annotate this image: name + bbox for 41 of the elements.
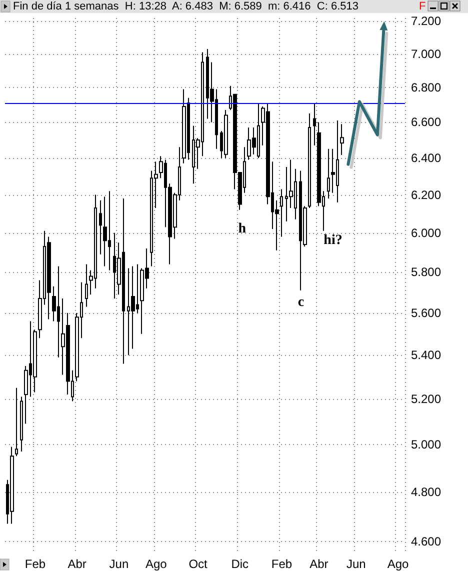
y-tick-label: 6.200 (411, 188, 442, 202)
chart-title: Fin de día 1 semanas H: 13:28 A: 6.483 M: 6.589 m: 6.416 C: 6.513 (13, 0, 358, 12)
candlestick (313, 102, 316, 146)
candlestick (15, 387, 18, 457)
candlestick (10, 446, 14, 524)
y-tick-label: 7.200 (411, 14, 442, 28)
candlestick (308, 112, 311, 208)
x-tick-label: Jun (346, 557, 366, 571)
y-tick-label: 5.600 (411, 306, 442, 320)
candlestick (224, 109, 228, 158)
y-tick-label: 5.800 (411, 265, 442, 280)
candlestick (340, 124, 344, 156)
candlestick (327, 148, 330, 200)
y-tick-label: 5.000 (411, 438, 442, 452)
y-tick-label: 7.000 (411, 46, 442, 61)
y-tick-label: 4.800 (411, 484, 442, 499)
x-tick-label: Oct (188, 557, 208, 571)
y-tick-label: 6.000 (411, 226, 442, 240)
y-tick-label: 5.400 (411, 348, 442, 362)
candlestick (280, 188, 283, 238)
x-tick-label: Ago (145, 557, 168, 571)
x-tick-label: Feb (271, 557, 292, 571)
candlestick (85, 264, 88, 308)
candlestick (20, 396, 23, 452)
x-tick-label: Ago (387, 557, 410, 571)
y-tick-label: 6.800 (411, 80, 442, 95)
y-tick-label: 5.200 (411, 392, 442, 406)
y-tick-label: 6.600 (411, 115, 442, 130)
x-tick-label: Jun (109, 557, 129, 571)
x-tick-label: Dic (231, 557, 249, 571)
annotation: h (238, 222, 246, 237)
y-tick-label: 4.600 (411, 534, 442, 548)
chart-subtitle: F (419, 0, 426, 12)
x-tick-label: Feb (24, 557, 46, 571)
annotation: c (298, 295, 304, 310)
x-tick-label: Abr (310, 557, 328, 571)
y-tick-label: 6.400 (411, 150, 442, 165)
candlestick (182, 88, 186, 164)
candlestick (99, 200, 102, 255)
x-tick-label: Abr (68, 557, 86, 571)
annotation: hi? (324, 232, 342, 248)
